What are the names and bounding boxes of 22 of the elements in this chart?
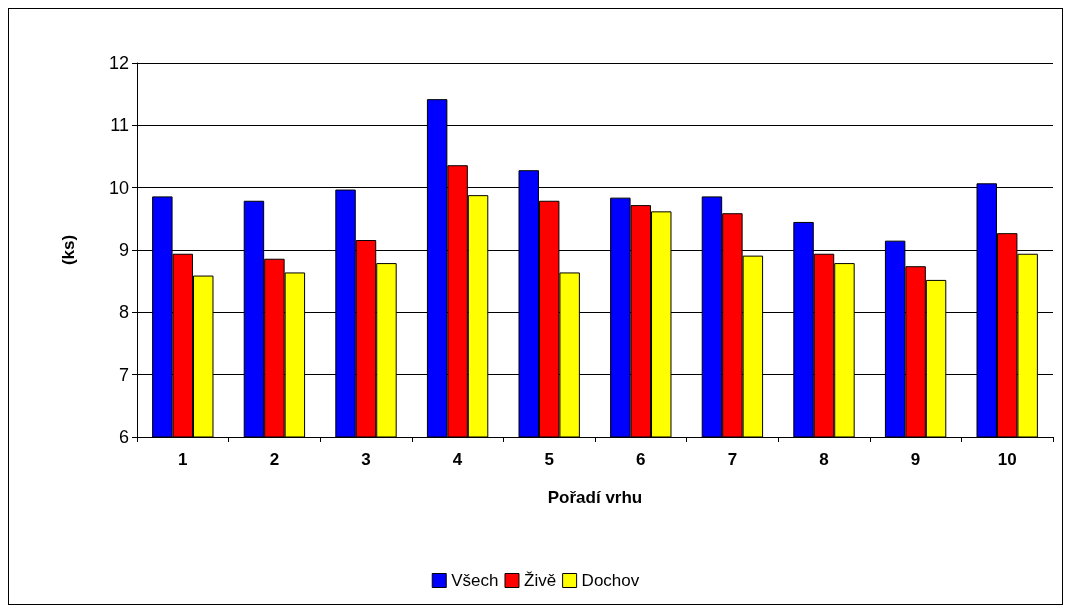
y-tick-label: 6: [118, 427, 129, 447]
y-tick-label: 8: [118, 302, 129, 323]
y-tick-label: 9: [118, 240, 129, 260]
y-tick-label: 11: [110, 115, 129, 136]
x-tick-label: 1: [178, 450, 188, 469]
x-tick-label: 7: [727, 450, 738, 469]
y-tick-label: 7: [118, 364, 129, 385]
y-axis-title: (ks): [59, 234, 78, 266]
x-tick-label: 5: [544, 450, 554, 469]
legend-label: Živě: [524, 571, 557, 590]
x-tick-label: 3: [361, 450, 371, 469]
x-tick-label: 8: [819, 450, 829, 469]
legend-label: Dochov: [581, 571, 640, 590]
y-tick-label: 10: [108, 177, 129, 198]
x-tick-label: 2: [269, 450, 280, 469]
x-tick-label: 6: [636, 450, 646, 469]
x-axis-title: Pořadí vrhu: [547, 488, 643, 507]
y-tick-label: 12: [108, 53, 129, 73]
x-tick-label: 9: [910, 450, 921, 469]
x-tick-label: 4: [452, 450, 463, 469]
legend-label: Všech: [451, 571, 499, 590]
x-tick-label: 10: [997, 450, 1017, 469]
